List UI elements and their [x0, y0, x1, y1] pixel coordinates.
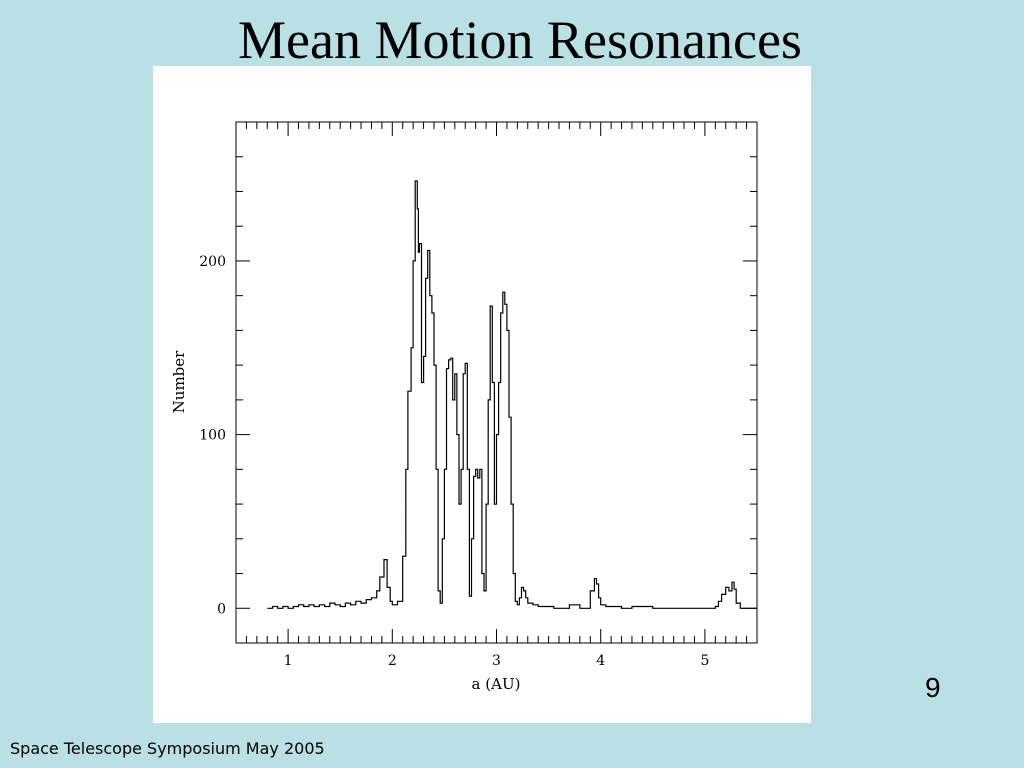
figure-panel: 1 2 3 4 5 0 100 200 a (AU) Number [153, 66, 811, 723]
y-axis-title: Number [170, 350, 188, 413]
x-tick-label: 2 [388, 653, 397, 669]
y-tick-label: 200 [199, 254, 226, 270]
x-tick-label: 5 [700, 653, 709, 669]
axis-ticks [235, 121, 758, 644]
y-tick-label: 100 [199, 428, 226, 444]
y-tick-label: 0 [217, 601, 226, 617]
x-tick-label: 1 [284, 653, 293, 669]
x-axis-title: a (AU) [472, 675, 521, 693]
footer-text: Space Telescope Symposium May 2005 [10, 739, 325, 758]
x-tick-label: 4 [596, 653, 605, 669]
y-tick-labels: 0 100 200 [199, 254, 226, 617]
x-tick-label: 3 [492, 653, 501, 669]
series-line-distribution [267, 180, 757, 609]
plot-frame [235, 121, 758, 644]
page-number: 9 [925, 672, 941, 703]
x-tick-labels: 1 2 3 4 5 [284, 653, 710, 669]
histogram-chart: 1 2 3 4 5 0 100 200 a (AU) Number [170, 121, 758, 693]
slide-title: Mean Motion Resonances [238, 10, 802, 70]
